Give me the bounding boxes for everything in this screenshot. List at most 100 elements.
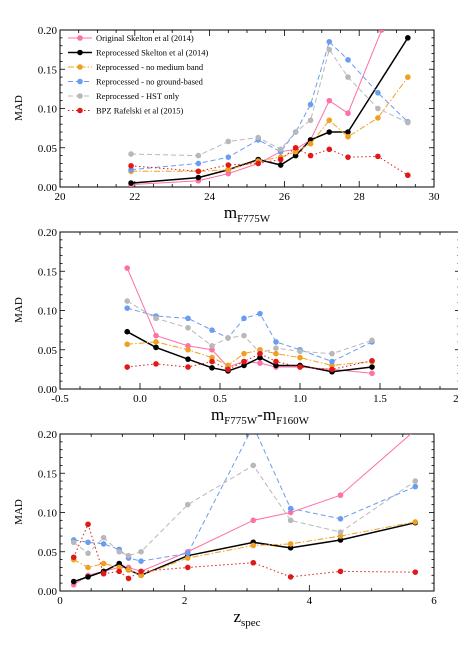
data-point [209,354,215,361]
panel-redshift: 0.00 0.05 0.10 0.15 0.20 0 2 4 6 MAD zspec [13,429,438,629]
data-point [85,539,91,546]
data-point [326,97,333,104]
data-point [225,138,232,145]
data-point [337,533,344,539]
data-point [250,462,257,469]
data-point [125,567,132,573]
data-point [273,345,279,351]
data-point [128,180,134,186]
data-point [412,569,419,575]
data-point [138,558,144,564]
panel-2-xlabel: mF775W-mF160W [211,405,310,427]
data-point [255,134,262,141]
data-point [405,172,411,179]
panel-3-xlabel-sub: spec [241,617,261,629]
data-point [369,364,375,370]
data-point [273,358,279,365]
data-point [185,356,191,362]
panel-3-axes: 0.00 0.05 0.10 0.15 0.20 0 2 4 6 [38,429,438,607]
data-point [307,152,314,159]
y-tick-label: 0.20 [38,25,58,37]
panel-1-axes: 0.00 0.05 0.10 0.15 0.20 20 22 24 26 28 30 [38,25,440,203]
legend-marker [77,93,83,99]
panel-1-xlabel: mF775W [224,203,271,225]
data-point [100,534,107,541]
data-point [225,170,232,177]
legend-label: Original Skelton et al (2014) [96,33,194,43]
data-point [375,105,381,112]
data-point [369,337,375,344]
series-line [131,76,409,172]
panel-3-ylabel: MAD [13,499,25,525]
series-group [128,30,411,187]
data-point [329,362,335,369]
data-point [369,357,375,364]
data-point [124,328,130,335]
data-point [337,568,344,575]
series-line [73,522,416,580]
data-point [116,560,123,567]
x-tick-label: 26 [279,191,291,203]
data-point [124,265,130,271]
panel-2-xlabel-main: m [211,405,224,424]
data-point [375,115,381,121]
data-point [153,315,159,322]
panel-3-frame [59,433,435,592]
data-point [337,492,344,499]
data-point [326,46,333,53]
data-point [225,366,231,373]
y-tick-label: 0.05 [38,345,58,357]
panel-1-series [128,30,411,187]
legend-label: Reprocessed Skelton et al (2014) [96,48,209,58]
data-point [375,90,381,96]
data-point [225,154,232,160]
x-tick-label: 28 [354,191,366,203]
series-group [70,434,419,588]
data-point [124,341,130,348]
y-tick-label: 0.10 [38,306,58,318]
series-group [124,265,375,377]
x-tick-label: -0.5 [51,393,69,405]
data-point [209,327,215,333]
series-line [131,30,383,186]
data-point [337,537,344,543]
data-point [153,339,159,345]
series-line [127,353,373,370]
data-point [138,568,144,575]
data-point [209,365,215,371]
data-point [257,354,263,361]
y-tick-label: 0.00 [38,384,58,396]
data-point [128,166,134,173]
y-tick-label: 0.10 [38,508,58,520]
data-point [70,554,77,561]
data-point [185,343,191,349]
data-point [297,354,303,361]
data-point [273,362,279,369]
data-point [116,568,123,575]
data-point [124,305,130,311]
data-point [277,162,284,168]
data-point [378,30,385,33]
data-point [225,362,231,369]
data-point [195,152,202,159]
data-point [412,519,419,525]
data-point [116,564,123,571]
series-line [73,464,416,557]
panel-1-xlabel-sub: F775W [237,213,271,225]
data-point [241,362,247,369]
x-tick-label: 0 [57,595,63,607]
data-point [125,552,132,559]
y-tick-label: 0.00 [38,586,58,598]
data-point [255,160,262,167]
data-point [185,346,191,353]
data-point [329,358,335,365]
data-point [124,298,130,304]
data-point [297,364,303,370]
data-point [85,574,91,580]
data-point [70,578,77,585]
data-point [153,332,159,339]
x-tick-label: 0.5 [213,393,227,405]
legend-marker [77,107,83,114]
x-tick-label: 0.0 [133,393,147,405]
